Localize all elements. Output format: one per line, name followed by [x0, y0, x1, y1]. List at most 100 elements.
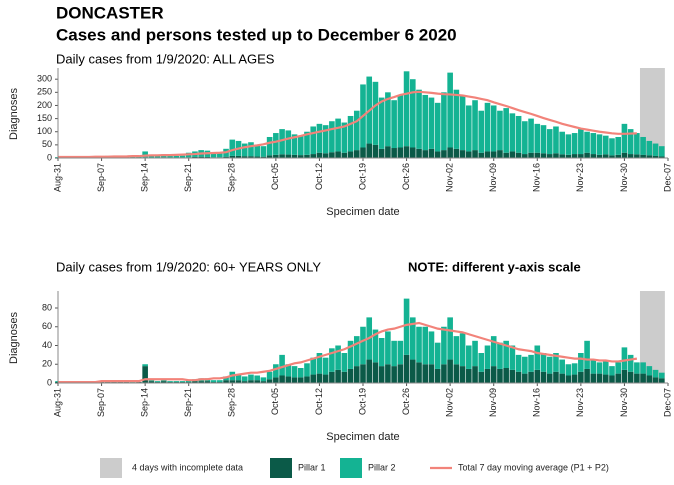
bar — [602, 374, 609, 383]
bar — [578, 129, 584, 155]
bar — [459, 333, 466, 367]
bar — [553, 371, 559, 383]
bar — [204, 156, 211, 158]
bar — [590, 373, 597, 383]
bar — [372, 329, 379, 363]
moving-average-line — [58, 90, 637, 159]
legend-label: 4 days with incomplete data — [132, 462, 243, 472]
bar — [316, 373, 323, 383]
bar — [596, 154, 603, 158]
bar — [534, 123, 541, 153]
bar — [615, 362, 622, 374]
bar — [341, 353, 348, 372]
bar — [621, 152, 628, 158]
panel-subtitle: Daily cases from 1/9/2020: 60+ YEARS ONL… — [56, 259, 321, 274]
bar — [273, 133, 279, 155]
bar — [478, 371, 485, 383]
x-tick-label: Nov-30 — [619, 388, 629, 417]
bar — [546, 356, 553, 374]
bar — [497, 342, 503, 369]
x-tick-label: Sep-21 — [183, 163, 193, 192]
bar — [316, 353, 323, 374]
bar — [559, 154, 565, 158]
bar — [428, 364, 435, 383]
bar — [472, 340, 478, 367]
bar — [409, 317, 416, 360]
bar — [571, 133, 578, 155]
bar — [248, 380, 254, 383]
bar — [652, 143, 659, 156]
bar — [578, 353, 584, 372]
bar — [459, 150, 466, 158]
x-tick-label: Aug-31 — [52, 163, 62, 192]
x-axis-label: Specimen date — [326, 206, 399, 218]
bar — [266, 136, 273, 156]
y-axis-label: Diagnoses — [8, 312, 20, 364]
x-tick-label: Oct-26 — [401, 388, 411, 415]
y-tick-label: 0 — [47, 377, 52, 387]
bar — [310, 374, 317, 383]
bar — [646, 155, 653, 158]
y-tick-label: 200 — [37, 100, 52, 110]
bar — [621, 347, 628, 370]
legend-label: Total 7 day moving average (P1 + P2) — [458, 462, 609, 472]
bar — [646, 366, 653, 376]
x-tick-label: Oct-19 — [357, 163, 367, 190]
bar — [335, 151, 341, 158]
bar — [559, 359, 565, 374]
bar — [322, 153, 329, 158]
bar — [223, 380, 229, 383]
bar — [571, 363, 578, 375]
bar — [347, 340, 354, 369]
bar — [640, 362, 646, 374]
bar — [403, 146, 410, 158]
bar — [459, 94, 466, 151]
bar — [148, 380, 155, 382]
bar — [447, 359, 453, 383]
bar — [478, 152, 485, 158]
bar — [167, 381, 173, 383]
bar — [565, 134, 572, 155]
panel-subtitle: Daily cases from 1/9/2020: ALL AGES — [56, 51, 275, 66]
x-tick-label: Nov-09 — [488, 163, 498, 192]
bar — [173, 155, 180, 158]
bar — [466, 105, 472, 152]
bar — [515, 115, 522, 153]
y-axis-label: Diagnoses — [8, 88, 20, 140]
bar — [297, 377, 304, 383]
bar — [522, 154, 528, 158]
bar — [553, 126, 559, 154]
bar — [173, 381, 180, 383]
bar — [397, 364, 404, 383]
bar — [466, 345, 472, 369]
bar — [658, 378, 665, 383]
bar — [291, 377, 298, 383]
bar — [416, 362, 422, 383]
bar — [497, 368, 503, 383]
legend-swatch — [270, 458, 292, 478]
bar — [503, 108, 509, 153]
bar — [260, 146, 267, 157]
bar — [254, 156, 260, 158]
bar — [596, 362, 603, 374]
bar — [403, 71, 410, 147]
bar — [609, 375, 615, 383]
bar — [634, 133, 640, 155]
bar — [198, 156, 204, 158]
bar — [658, 156, 665, 158]
bar — [304, 131, 310, 155]
bar — [241, 376, 248, 382]
bar — [609, 155, 615, 158]
bar — [621, 123, 628, 153]
bar — [459, 366, 466, 383]
bar — [266, 155, 273, 158]
bar — [273, 377, 279, 383]
bar — [316, 123, 323, 153]
bar — [652, 369, 659, 378]
bar — [391, 366, 397, 383]
bar — [217, 380, 223, 383]
bar — [310, 154, 317, 158]
bar — [229, 380, 236, 383]
bar — [584, 131, 590, 153]
